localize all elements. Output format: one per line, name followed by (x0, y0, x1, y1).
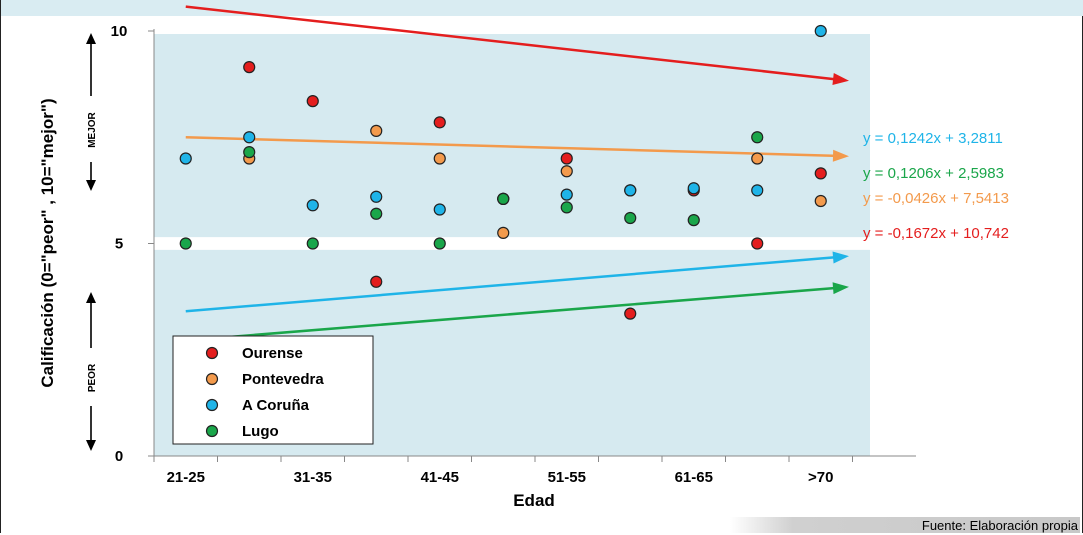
peor-label: PEOR (87, 363, 98, 392)
point-lugo (370, 207, 383, 220)
point-a-coruna (179, 152, 192, 165)
trendline-arrowhead-lugo (832, 282, 849, 295)
trendline-ourense (185, 5, 838, 81)
trend-equation-pontevedra: y = -0,0426x + 7,5413 (863, 190, 1009, 207)
point-lugo (687, 214, 700, 227)
trendline-arrowhead-a-coruna (832, 251, 849, 264)
point-lugo (306, 237, 319, 250)
point-a-coruna (433, 203, 446, 216)
trend-equation-lugo: y = 0,1206x + 2,5983 (863, 165, 1004, 182)
point-ourense (370, 275, 383, 288)
point-pontevedra (433, 152, 446, 165)
point-ourense (751, 237, 764, 250)
point-lugo (179, 237, 192, 250)
mejor-arrowhead-down (86, 180, 96, 191)
legend-marker-a-coruna (205, 398, 219, 412)
trend-equation-ourense: y = -0,1672x + 10,742 (863, 225, 1009, 242)
point-pontevedra (497, 226, 510, 239)
x-tick-label: 21-25 (167, 469, 205, 486)
legend-marker-ourense (205, 346, 219, 360)
legend-label-a-coruna: A Coruña (242, 397, 310, 414)
x-tick-label: 41-45 (421, 469, 459, 486)
point-pontevedra (370, 124, 383, 137)
trendline-a-coruna (185, 255, 838, 313)
point-ourense (624, 307, 637, 320)
trendline-arrowhead-pontevedra (832, 149, 849, 162)
point-pontevedra (751, 152, 764, 165)
trendline-arrowhead-ourense (832, 73, 849, 85)
point-ourense (243, 61, 256, 74)
point-lugo (433, 237, 446, 250)
point-pontevedra (814, 194, 827, 208)
x-tick-label: >70 (808, 469, 833, 486)
mejor-arrowhead-up (86, 33, 96, 44)
source-background (730, 517, 1080, 533)
y-tick-label: 0 (115, 448, 123, 465)
peor-arrowhead-down (86, 440, 96, 451)
point-a-coruna (687, 182, 700, 195)
point-a-coruna (560, 188, 573, 201)
point-a-coruna (306, 199, 319, 212)
point-a-coruna (624, 184, 637, 197)
point-ourense (433, 116, 446, 129)
y-tick-label: 5 (115, 236, 123, 253)
point-a-coruna (751, 184, 764, 197)
legend-label-lugo: Lugo (242, 423, 279, 440)
point-a-coruna (243, 131, 256, 144)
legend-marker-lugo (205, 424, 219, 438)
point-ourense (814, 167, 827, 180)
source-note: Fuente: Elaboración propia (921, 518, 1078, 533)
point-lugo (243, 146, 256, 159)
legend-marker-pontevedra (205, 372, 219, 386)
peor-arrowhead-up (86, 292, 96, 303)
x-tick-label: 31-35 (294, 469, 332, 486)
point-ourense (306, 95, 319, 108)
y-tick-label: 10 (111, 23, 128, 40)
point-lugo (624, 211, 637, 225)
point-a-coruna (814, 24, 827, 38)
point-pontevedra (560, 165, 573, 178)
point-a-coruna (370, 190, 383, 203)
x-axis-title: Edad (513, 491, 555, 510)
plot-area-upper (154, 34, 870, 238)
x-tick-label: 51-55 (548, 469, 586, 486)
point-lugo (497, 192, 510, 205)
trend-equation-a-coruna: y = 0,1242x + 3,2811 (863, 130, 1003, 147)
y-axis-title: Calificación (0="peor" , 10="mejor") (38, 98, 57, 387)
legend-label-pontevedra: Pontevedra (242, 371, 324, 388)
top-band (1, 0, 1083, 16)
point-lugo (751, 131, 764, 144)
trendline-lugo (185, 286, 838, 342)
legend-label-ourense: Ourense (242, 345, 303, 362)
point-ourense (560, 152, 573, 165)
mejor-label: MEJOR (87, 111, 98, 147)
trendline-pontevedra (185, 136, 838, 158)
point-lugo (560, 201, 573, 214)
x-tick-label: 61-65 (675, 469, 713, 486)
